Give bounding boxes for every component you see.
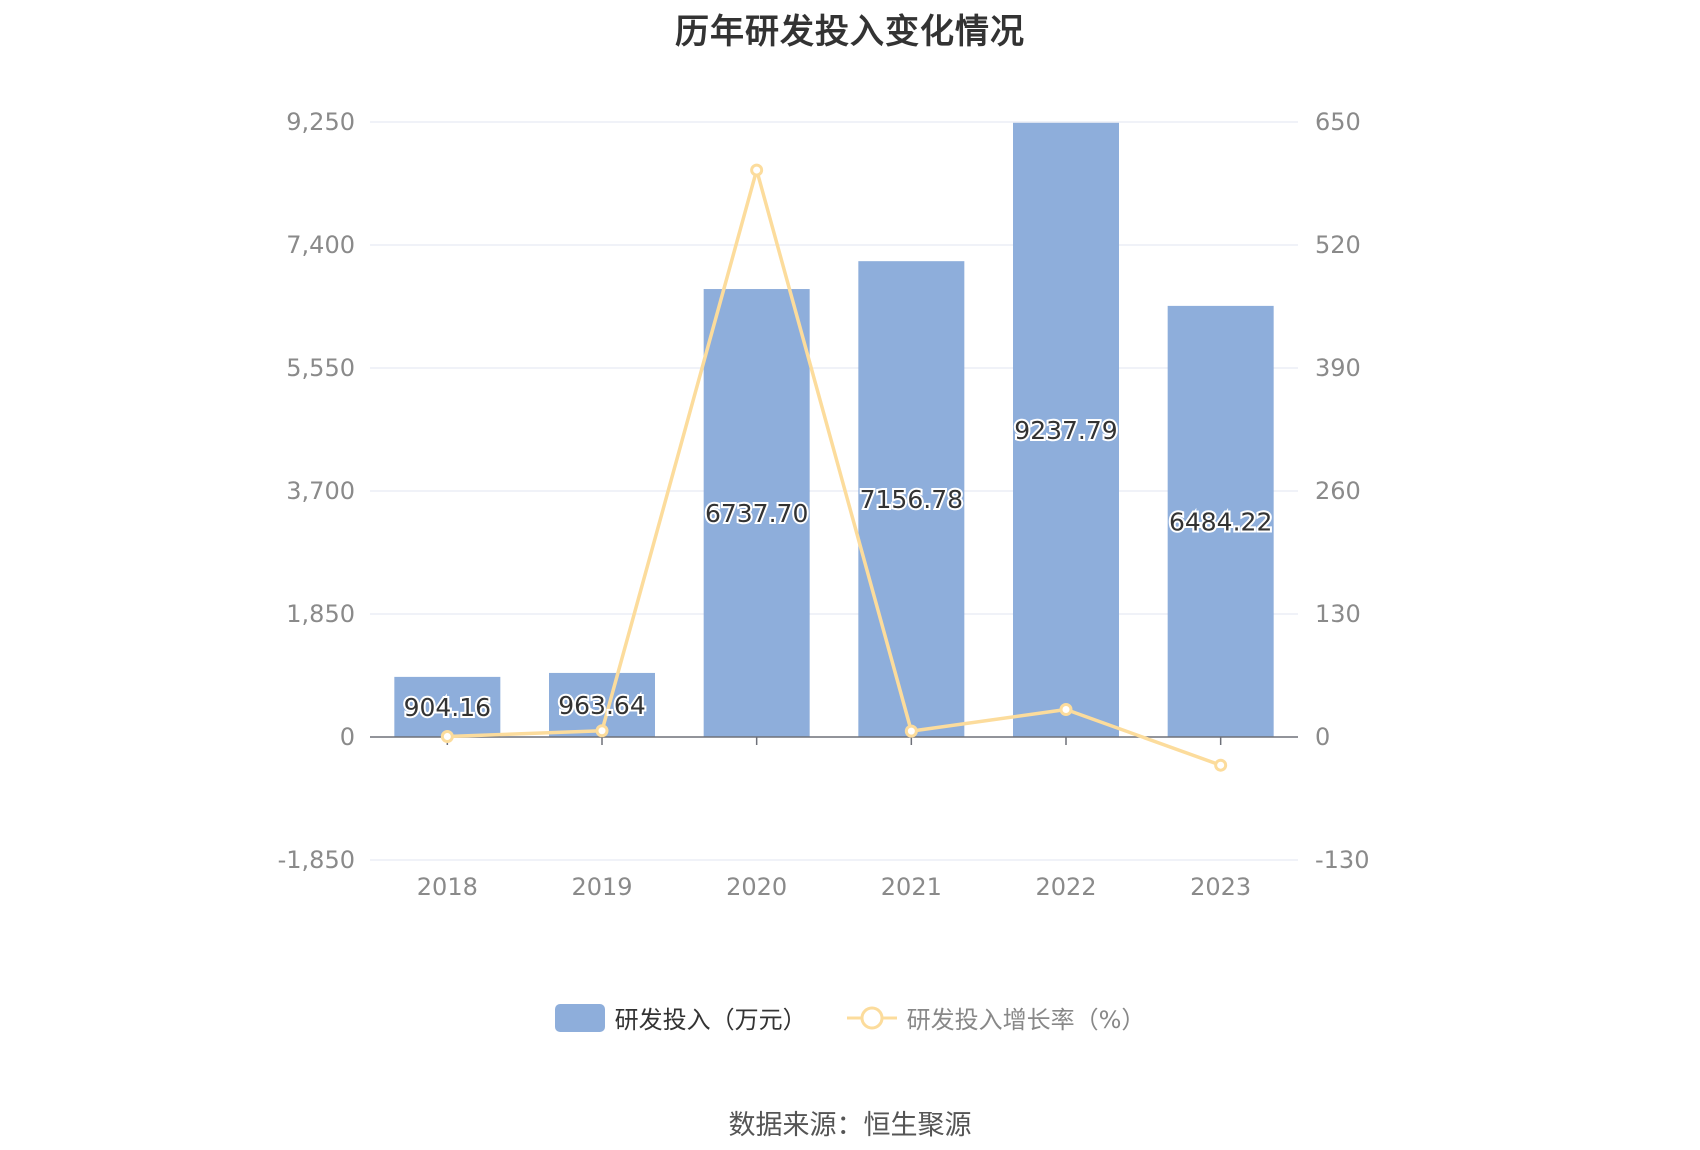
chart-title: 历年研发投入变化情况 <box>675 12 1025 52</box>
y-right-tick-label: 390 <box>1315 354 1361 382</box>
y-left-tick-label: 0 <box>340 723 355 751</box>
x-tick-label: 2019 <box>571 873 632 901</box>
legend-bar-swatch <box>554 1003 605 1032</box>
x-tick-label: 2023 <box>1190 873 1251 901</box>
growth-point <box>440 730 454 744</box>
bar <box>858 261 965 737</box>
bar <box>1013 122 1119 738</box>
bar <box>394 676 501 737</box>
legend-line-swatch <box>846 1006 897 1029</box>
bar-data-label: 7156.78 <box>860 485 963 514</box>
y-left-tick-label: 3,700 <box>286 477 355 505</box>
growth-point <box>750 163 764 177</box>
y-right-tick-label: 0 <box>1315 723 1330 751</box>
y-right-tick-label: 520 <box>1315 231 1361 259</box>
y-right-tick-label: 260 <box>1315 477 1361 505</box>
growth-point <box>904 724 918 738</box>
x-tick-label: 2018 <box>417 873 478 901</box>
data-source: 数据来源：恒生聚源 <box>728 1110 972 1141</box>
y-left-tick-label: 9,250 <box>286 108 355 136</box>
bar <box>703 289 810 737</box>
growth-point <box>595 724 609 738</box>
legend-item-line[interactable]: 研发投入增长率（%） <box>846 1000 1146 1035</box>
y-left-tick-label: -1,850 <box>278 846 355 874</box>
x-tick-label: 2021 <box>881 873 942 901</box>
bar-data-label: 6484.22 <box>1169 507 1272 536</box>
y-left-tick-label: 5,550 <box>286 354 355 382</box>
bar-data-label: 9237.79 <box>1014 416 1117 445</box>
growth-point <box>1214 758 1228 772</box>
y-left-tick-label: 7,400 <box>286 231 355 259</box>
legend: 研发投入（万元） 研发投入增长率（%） <box>0 1000 1700 1035</box>
y-right-tick-label: 650 <box>1315 108 1361 136</box>
growth-line <box>447 168 1222 767</box>
growth-point <box>1059 702 1073 716</box>
legend-item-bar[interactable]: 研发投入（万元） <box>554 1000 807 1035</box>
bar <box>1167 305 1274 737</box>
bar-data-label: 904.16 <box>404 693 491 722</box>
x-tick-label: 2020 <box>726 873 787 901</box>
legend-bar-label: 研发投入（万元） <box>614 1006 807 1034</box>
y-right-tick-label: 130 <box>1315 600 1361 628</box>
bar-data-label: 6737.70 <box>705 499 808 528</box>
legend-line-label: 研发投入增长率（%） <box>906 1006 1146 1034</box>
x-tick-label: 2022 <box>1035 873 1096 901</box>
bar-data-label: 963.64 <box>558 691 645 720</box>
y-right-tick-label: -130 <box>1315 846 1369 874</box>
y-left-tick-label: 1,850 <box>286 600 355 628</box>
